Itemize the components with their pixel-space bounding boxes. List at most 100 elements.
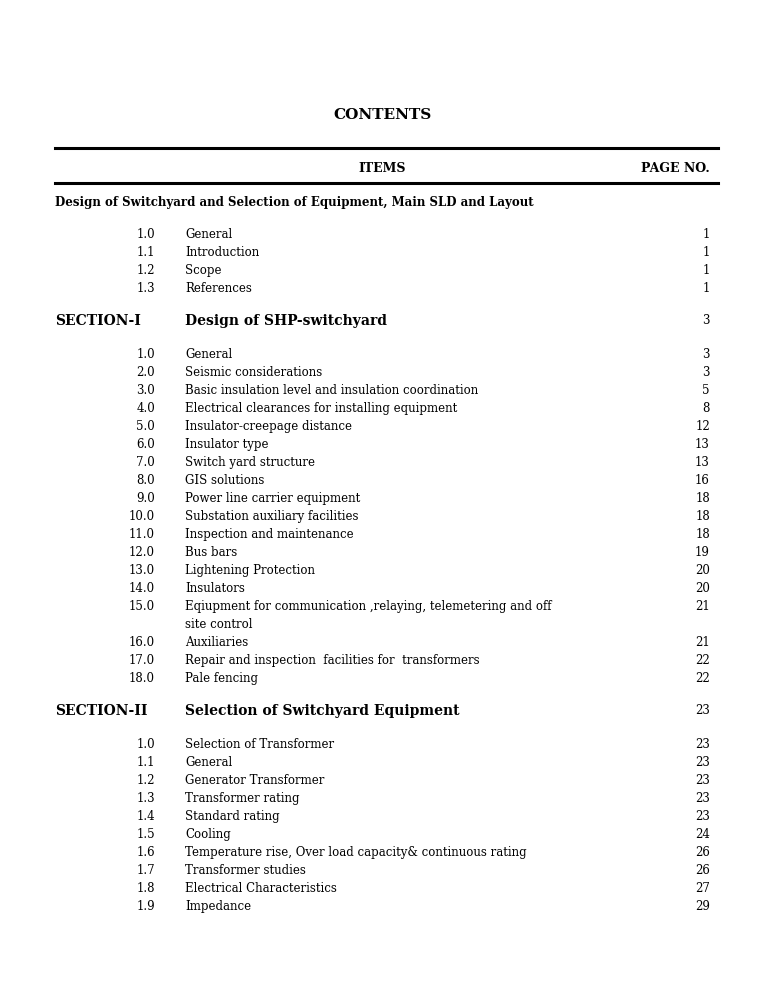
Text: 21: 21 [695,600,710,613]
Text: 23: 23 [695,810,710,823]
Text: Temperature rise, Over load capacity& continuous rating: Temperature rise, Over load capacity& co… [185,846,526,859]
Text: 16: 16 [695,474,710,487]
Text: 11.0: 11.0 [129,528,155,541]
Text: 27: 27 [695,882,710,895]
Text: Design of SHP-switchyard: Design of SHP-switchyard [185,314,387,328]
Text: Introduction: Introduction [185,246,259,259]
Text: 1: 1 [702,282,710,295]
Text: 13.0: 13.0 [129,564,155,577]
Text: 1.8: 1.8 [136,882,155,895]
Text: 3: 3 [702,348,710,361]
Text: 1.4: 1.4 [136,810,155,823]
Text: Cooling: Cooling [185,828,231,841]
Text: 5: 5 [702,384,710,397]
Text: 22: 22 [695,672,710,685]
Text: 1.0: 1.0 [136,228,155,241]
Text: 16.0: 16.0 [129,636,155,649]
Text: 18.0: 18.0 [129,672,155,685]
Text: 26: 26 [695,864,710,877]
Text: Transformer studies: Transformer studies [185,864,306,877]
Text: 17.0: 17.0 [129,654,155,667]
Text: 19: 19 [695,546,710,559]
Text: Standard rating: Standard rating [185,810,280,823]
Text: 21: 21 [695,636,710,649]
Text: 1.0: 1.0 [136,738,155,751]
Text: 7.0: 7.0 [136,456,155,469]
Text: Electrical Characteristics: Electrical Characteristics [185,882,337,895]
Text: 23: 23 [695,704,710,717]
Text: 15.0: 15.0 [129,600,155,613]
Text: site control: site control [185,618,252,631]
Text: 1.6: 1.6 [136,846,155,859]
Text: Seismic considerations: Seismic considerations [185,366,322,379]
Text: 1.2: 1.2 [136,264,155,277]
Text: 20: 20 [695,564,710,577]
Text: 3: 3 [702,366,710,379]
Text: Basic insulation level and insulation coordination: Basic insulation level and insulation co… [185,384,478,397]
Text: 13: 13 [695,438,710,451]
Text: Power line carrier equipment: Power line carrier equipment [185,492,360,505]
Text: Eqiupment for communication ,relaying, telemetering and off: Eqiupment for communication ,relaying, t… [185,600,552,613]
Text: 18: 18 [695,528,710,541]
Text: 1.9: 1.9 [136,900,155,913]
Text: 18: 18 [695,492,710,505]
Text: SECTION-I: SECTION-I [55,314,141,328]
Text: Transformer rating: Transformer rating [185,792,300,805]
Text: 10.0: 10.0 [129,510,155,523]
Text: General: General [185,228,233,241]
Text: 23: 23 [695,774,710,787]
Text: Insulator type: Insulator type [185,438,269,451]
Text: 1.3: 1.3 [136,792,155,805]
Text: 8.0: 8.0 [136,474,155,487]
Text: GIS solutions: GIS solutions [185,474,265,487]
Text: 1.1: 1.1 [136,756,155,769]
Text: 1.3: 1.3 [136,282,155,295]
Text: Bus bars: Bus bars [185,546,237,559]
Text: Insulators: Insulators [185,582,245,595]
Text: Pale fencing: Pale fencing [185,672,258,685]
Text: 6.0: 6.0 [136,438,155,451]
Text: 1: 1 [702,246,710,259]
Text: General: General [185,348,233,361]
Text: Substation auxiliary facilities: Substation auxiliary facilities [185,510,359,523]
Text: 2.0: 2.0 [136,366,155,379]
Text: Auxiliaries: Auxiliaries [185,636,249,649]
Text: 1: 1 [702,228,710,241]
Text: 1: 1 [702,264,710,277]
Text: 9.0: 9.0 [136,492,155,505]
Text: 1.0: 1.0 [136,348,155,361]
Text: 13: 13 [695,456,710,469]
Text: 29: 29 [695,900,710,913]
Text: Lightening Protection: Lightening Protection [185,564,315,577]
Text: 1.5: 1.5 [136,828,155,841]
Text: Scope: Scope [185,264,222,277]
Text: 14.0: 14.0 [129,582,155,595]
Text: Insulator-creepage distance: Insulator-creepage distance [185,420,352,433]
Text: ITEMS: ITEMS [359,162,406,175]
Text: Generator Transformer: Generator Transformer [185,774,324,787]
Text: Design of Switchyard and Selection of Equipment, Main SLD and Layout: Design of Switchyard and Selection of Eq… [55,196,534,209]
Text: 1.7: 1.7 [136,864,155,877]
Text: 12: 12 [695,420,710,433]
Text: 20: 20 [695,582,710,595]
Text: Impedance: Impedance [185,900,251,913]
Text: 4.0: 4.0 [136,402,155,415]
Text: 26: 26 [695,846,710,859]
Text: Selection of Transformer: Selection of Transformer [185,738,334,751]
Text: SECTION-II: SECTION-II [55,704,148,718]
Text: 22: 22 [695,654,710,667]
Text: 3.0: 3.0 [136,384,155,397]
Text: Selection of Switchyard Equipment: Selection of Switchyard Equipment [185,704,460,718]
Text: 23: 23 [695,738,710,751]
Text: PAGE NO.: PAGE NO. [641,162,710,175]
Text: 23: 23 [695,756,710,769]
Text: 8: 8 [702,402,710,415]
Text: 23: 23 [695,792,710,805]
Text: 24: 24 [695,828,710,841]
Text: References: References [185,282,252,295]
Text: 1.2: 1.2 [136,774,155,787]
Text: General: General [185,756,233,769]
Text: Electrical clearances for installing equipment: Electrical clearances for installing equ… [185,402,457,415]
Text: CONTENTS: CONTENTS [334,108,431,122]
Text: Switch yard structure: Switch yard structure [185,456,315,469]
